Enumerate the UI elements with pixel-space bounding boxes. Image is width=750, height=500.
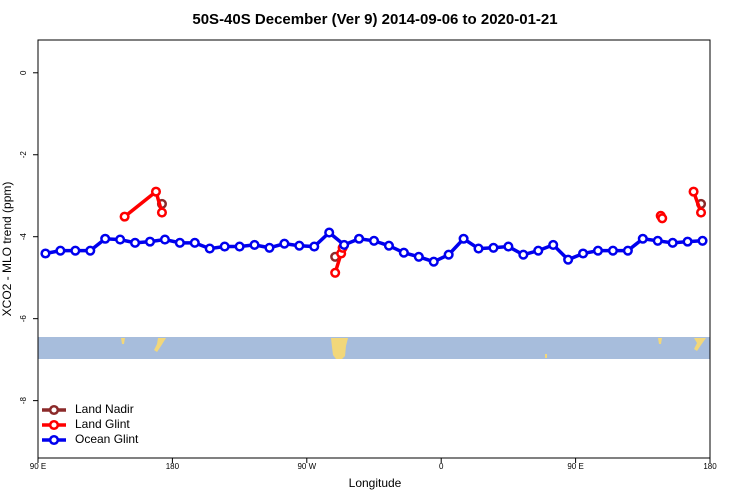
x-axis-label: Longitude xyxy=(349,476,402,490)
data-point xyxy=(695,207,707,218)
x-tick-label: 90 E xyxy=(30,462,46,471)
data-point xyxy=(607,245,618,256)
data-point xyxy=(548,239,559,250)
data-point xyxy=(156,207,167,218)
x-tick-label: 90 E xyxy=(567,462,583,471)
data-point xyxy=(144,236,156,247)
y-axis-label: XCO2 - MLO trend (ppm) xyxy=(0,182,14,317)
data-point xyxy=(383,240,394,251)
legend-marker xyxy=(48,419,60,431)
data-point xyxy=(55,245,66,256)
data-point xyxy=(100,233,111,244)
data-point xyxy=(652,235,663,246)
data-point xyxy=(130,237,141,248)
data-point xyxy=(264,242,275,253)
legend-marker xyxy=(48,434,60,446)
data-point xyxy=(563,254,574,265)
data-point xyxy=(413,251,424,262)
legend-label: Ocean Glint xyxy=(75,432,139,446)
data-point xyxy=(533,245,544,256)
data-point xyxy=(458,233,469,244)
data-point xyxy=(592,245,604,256)
x-tick-label: 0 xyxy=(439,462,444,471)
data-point xyxy=(309,241,320,252)
data-point xyxy=(279,238,290,249)
data-point xyxy=(622,245,633,256)
x-tick-label: 90 W xyxy=(297,462,316,471)
data-point xyxy=(697,235,708,246)
chart-title: 50S-40S December (Ver 9) 2014-09-06 to 2… xyxy=(192,11,557,28)
data-point xyxy=(85,245,96,256)
y-tick-label: -6 xyxy=(19,315,28,323)
data-point xyxy=(150,186,162,197)
data-point xyxy=(330,267,341,278)
data-point xyxy=(657,213,668,224)
legend-marker xyxy=(48,404,60,416)
data-point xyxy=(119,211,130,222)
plot-frame xyxy=(37,39,711,459)
data-point xyxy=(354,233,365,244)
data-point xyxy=(503,241,514,252)
data-point xyxy=(443,249,454,260)
data-point xyxy=(249,239,260,250)
y-tick-label: 0 xyxy=(19,70,28,75)
data-point xyxy=(473,243,484,254)
legend-label: Land Glint xyxy=(75,417,130,431)
map-strip xyxy=(38,337,710,359)
data-point xyxy=(234,241,245,252)
data-point xyxy=(174,237,185,248)
data-point xyxy=(518,249,529,260)
data-point xyxy=(219,241,230,252)
data-point xyxy=(488,242,499,253)
data-point xyxy=(398,247,409,258)
x-tick-label: 180 xyxy=(166,462,180,471)
data-point xyxy=(159,234,170,245)
x-tick-label: 180 xyxy=(703,462,717,471)
data-point xyxy=(204,243,215,254)
data-point xyxy=(667,237,678,248)
data-point xyxy=(688,186,699,197)
data-point xyxy=(324,227,335,238)
data-point xyxy=(368,235,380,246)
legend-label: Land Nadir xyxy=(75,402,134,416)
data-point xyxy=(578,248,589,259)
data-point xyxy=(70,245,81,256)
data-point xyxy=(637,233,648,244)
data-point xyxy=(682,236,693,247)
data-point xyxy=(115,234,126,245)
y-tick-label: -8 xyxy=(19,397,28,405)
y-tick-label: -2 xyxy=(19,151,28,159)
data-point xyxy=(294,240,305,251)
data-point xyxy=(428,256,439,267)
data-point xyxy=(40,248,51,259)
data-point xyxy=(339,239,350,250)
y-tick-label: -4 xyxy=(19,233,28,241)
data-point xyxy=(189,237,200,248)
